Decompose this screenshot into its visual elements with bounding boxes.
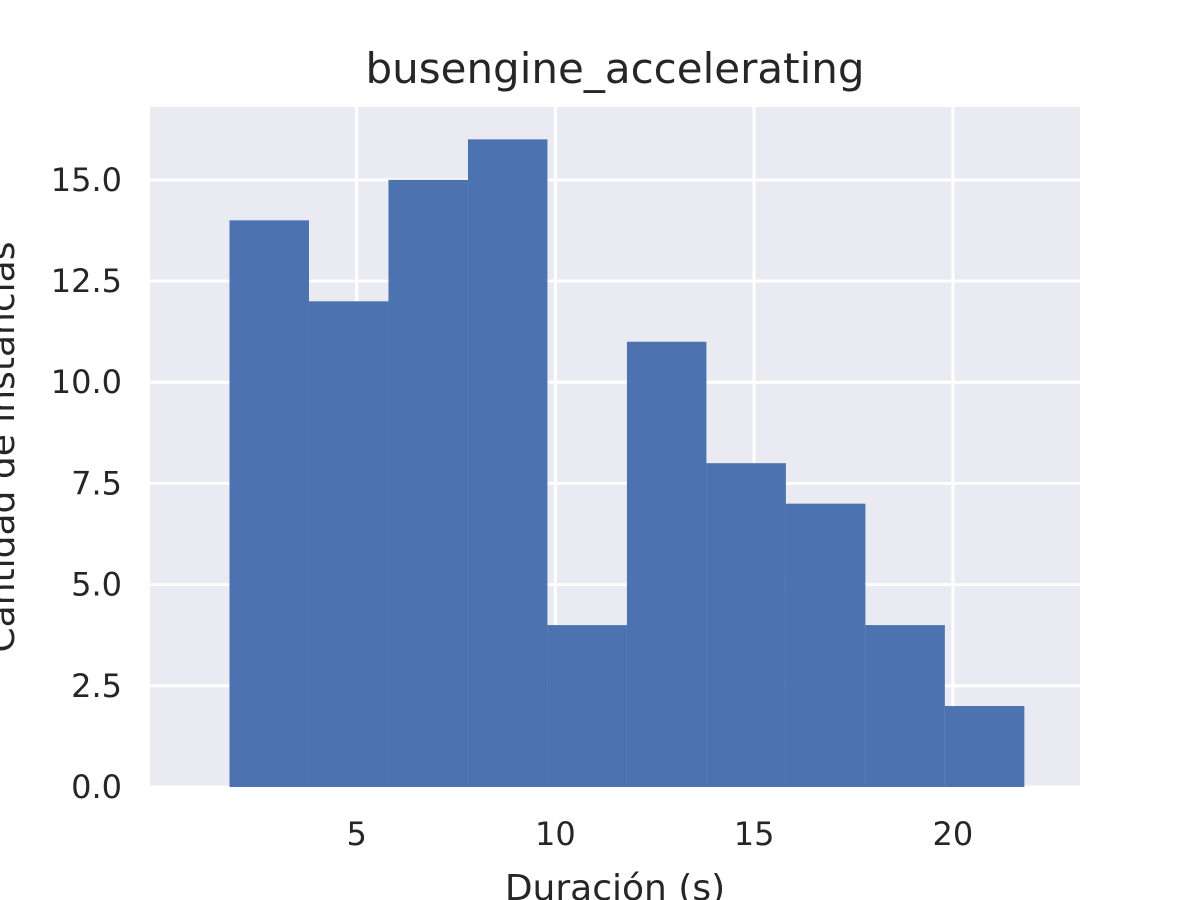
histogram-bar xyxy=(467,139,548,787)
y-tick-label: 7.5 xyxy=(71,464,122,502)
histogram-bar xyxy=(547,625,627,787)
y-tick-label: 0.0 xyxy=(71,768,122,806)
bars xyxy=(229,139,1025,788)
histogram-bar xyxy=(865,625,945,787)
y-tick-labels: 0.0 2.5 5.0 7.5 10.0 12.5 15.0 xyxy=(51,161,122,806)
histogram-bar xyxy=(308,301,389,787)
chart-title: busengine_accelerating xyxy=(365,44,864,93)
histogram-bar xyxy=(388,179,468,787)
y-axis-label: Cantidad de instancias xyxy=(0,242,23,653)
x-tick-label: 5 xyxy=(346,815,366,853)
y-tick-label: 10.0 xyxy=(51,363,122,401)
y-tick-label: 2.5 xyxy=(71,667,122,705)
x-axis-label: Duración (s) xyxy=(505,868,725,900)
x-tick-label: 20 xyxy=(932,815,973,853)
x-tick-labels: 5 10 15 20 xyxy=(346,815,973,853)
histogram-bar xyxy=(626,341,707,787)
histogram-bar xyxy=(785,503,866,787)
histogram-bar xyxy=(229,220,309,788)
histogram-bar xyxy=(706,463,786,787)
y-tick-label: 5.0 xyxy=(71,566,122,604)
y-tick-label: 12.5 xyxy=(51,262,122,300)
x-tick-label: 15 xyxy=(734,815,775,853)
x-tick-label: 10 xyxy=(535,815,576,853)
y-tick-label: 15.0 xyxy=(51,161,122,199)
histogram-bar xyxy=(944,706,1025,787)
